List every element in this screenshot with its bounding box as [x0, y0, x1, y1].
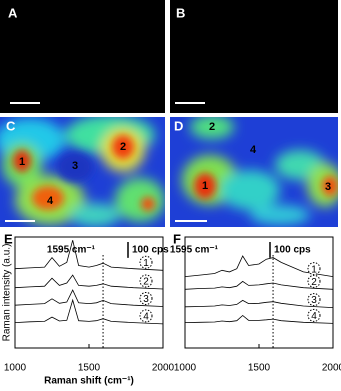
- heatmap-d: [170, 117, 338, 227]
- spot-label: 2: [209, 121, 215, 133]
- spot-label: 4: [47, 195, 54, 207]
- legend-circle: [307, 293, 321, 307]
- legend-label: 3: [143, 294, 149, 305]
- image-a: [0, 0, 165, 113]
- spot-label: 3: [72, 160, 78, 172]
- spectrum: [14, 289, 164, 307]
- panel-label: F: [173, 231, 181, 246]
- legend-circle: [307, 308, 321, 322]
- panel-label: D: [174, 118, 183, 133]
- legend-circle: [139, 274, 153, 288]
- image-b: [170, 0, 338, 113]
- scale-bar: [5, 220, 35, 222]
- legend-circle: [139, 291, 153, 305]
- spectrum: [184, 299, 334, 308]
- legend-label: 1: [143, 258, 149, 269]
- spot-label: 1: [202, 180, 208, 192]
- reference-label: 1595 cm⁻¹: [47, 245, 96, 256]
- x-tick-label: 1500: [78, 363, 101, 374]
- spot-label: 3: [325, 181, 331, 193]
- legend-label: 2: [311, 277, 317, 288]
- x-tick-label: 1500: [248, 363, 271, 374]
- legend-label: 4: [311, 311, 317, 322]
- scale-bar: [10, 102, 40, 104]
- y-axis-label: Raman intensity (a.u.): [2, 244, 13, 342]
- x-axis-label: Raman shift (cm⁻¹): [44, 376, 134, 386]
- spot-label: 4: [250, 144, 257, 156]
- legend-circle: [307, 274, 321, 288]
- spot-label: 1: [19, 156, 25, 168]
- x-tick-label: 2000: [152, 363, 175, 374]
- legend-circle: [307, 262, 321, 276]
- reference-label: 1595 cm⁻¹: [170, 245, 219, 256]
- heatmap-c: [0, 117, 165, 227]
- scale-bar-label: 100 cps: [132, 245, 169, 256]
- x-tick-label: 1000: [174, 363, 197, 374]
- legend-label: 3: [311, 295, 317, 306]
- legend-circle: [139, 309, 153, 323]
- panel-label: A: [8, 5, 18, 20]
- panel-label: E: [4, 231, 13, 246]
- spectrum: [14, 240, 164, 271]
- spectrum: [14, 274, 164, 290]
- scale-bar: [175, 220, 207, 222]
- x-tick-label: 2000: [322, 363, 341, 374]
- legend-label: 4: [143, 312, 149, 323]
- legend-label: 2: [143, 277, 149, 288]
- scale-bar: [175, 102, 205, 104]
- panel-label: B: [176, 5, 185, 20]
- spectrum: [184, 280, 334, 290]
- panel-label: C: [6, 118, 16, 133]
- scale-bar-label: 100 cps: [274, 245, 311, 256]
- spectrum: [14, 298, 164, 325]
- spectrum: [184, 255, 334, 277]
- legend-label: 1: [311, 264, 317, 275]
- legend-circle: [139, 255, 153, 269]
- x-tick-label: 1000: [4, 363, 27, 374]
- spot-label: 2: [120, 141, 126, 153]
- spectrum: [184, 314, 334, 324]
